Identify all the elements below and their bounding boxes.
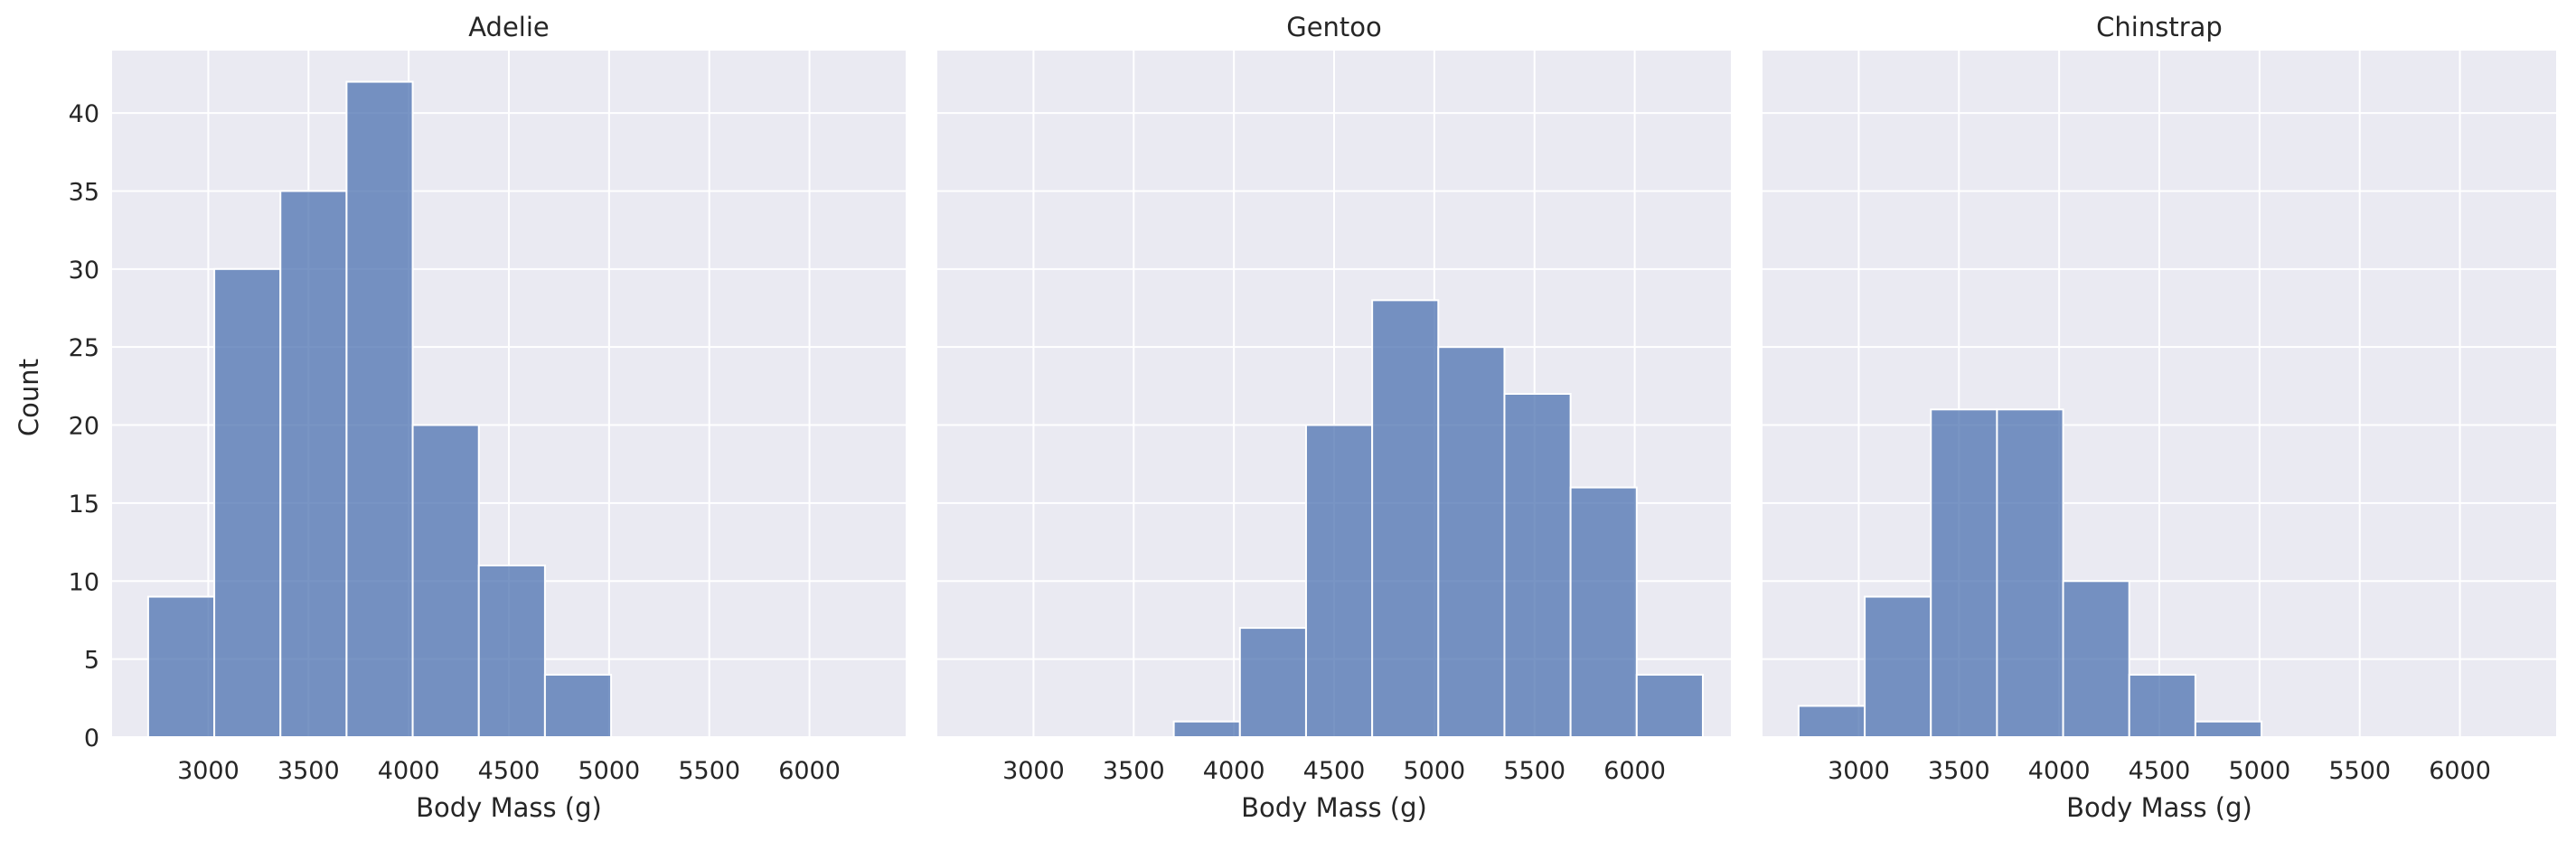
x-tick-label: 3500 [277, 757, 340, 785]
y-tick-label: 30 [69, 257, 99, 285]
histogram-bar [411, 424, 480, 738]
x-tick-label: 4000 [1203, 757, 1265, 785]
x-tick-label: 4500 [2129, 757, 2191, 785]
x-tick-label: 5000 [2228, 757, 2290, 785]
histogram-bar [279, 190, 348, 739]
x-tick-label: 3000 [1828, 757, 1890, 785]
x-tick-label: 3000 [177, 757, 240, 785]
x-tick-label: 5000 [578, 757, 640, 785]
y-tick-label: 0 [84, 724, 99, 752]
histogram-bar [1635, 673, 1704, 739]
y-tick-label: 20 [69, 413, 99, 441]
facet-title: Chinstrap [2096, 12, 2223, 42]
histogram-bar [2128, 673, 2196, 739]
histogram-bar [146, 595, 216, 739]
histogram-bar [2194, 720, 2263, 739]
x-tick-label: 5000 [1403, 757, 1465, 785]
y-tick-label: 5 [84, 647, 99, 675]
histogram-bar [1503, 393, 1572, 738]
histogram-bar [1864, 595, 1932, 739]
x-tick-label: 3000 [1002, 757, 1065, 785]
facet-title: Adelie [468, 12, 550, 42]
histogram-bar [1172, 720, 1241, 739]
x-tick-label: 4500 [1303, 757, 1366, 785]
x-tick-label: 5500 [2328, 757, 2391, 785]
x-axis-label: Body Mass (g) [416, 792, 602, 823]
histogram-bar [213, 267, 282, 738]
histogram-bar [1996, 408, 2064, 738]
x-tick-label: 6000 [778, 757, 841, 785]
y-tick-label: 25 [69, 334, 99, 362]
facet-panel-chinstrap: 3000 3500 4000 4500 5000 5500 6000 Body Mass (g… [1763, 12, 2556, 823]
y-axis-label: Count [14, 359, 44, 436]
x-tick-label: 4000 [378, 757, 440, 785]
histogram-bar [2062, 580, 2130, 738]
y-tick-label: 15 [69, 491, 99, 519]
x-tick-label: 3500 [1103, 757, 1165, 785]
x-tick-label: 6000 [2429, 757, 2491, 785]
x-tick-label: 5500 [1503, 757, 1565, 785]
histogram-bar [345, 80, 414, 738]
x-tick-label: 6000 [1603, 757, 1666, 785]
histogram-bar [1569, 486, 1638, 738]
facet-panel-adelie: 3000 3500 4000 4500 5000 5500 6000 Body Mass (g… [69, 12, 906, 823]
y-tick-label: 35 [69, 178, 99, 206]
histogram-bar [1437, 346, 1506, 738]
histogram-bar [1304, 424, 1374, 738]
histogram-bar [543, 673, 613, 739]
x-tick-label: 4000 [2028, 757, 2091, 785]
x-tick-label: 5500 [678, 757, 740, 785]
x-tick-label: 4500 [478, 757, 541, 785]
histogram-bar [1930, 408, 1998, 738]
facet-title: Gentoo [1286, 12, 1382, 42]
histogram-bar [1797, 705, 1866, 738]
histogram-bar [1371, 299, 1440, 738]
y-tick-label: 10 [69, 568, 99, 596]
facet-panel-gentoo: 3000 3500 4000 4500 5000 5500 6000 Body Mass (g… [937, 12, 1731, 823]
x-tick-label: 3500 [1928, 757, 1990, 785]
y-tick-label: 40 [69, 100, 99, 128]
x-axis-label: Body Mass (g) [1241, 792, 1427, 823]
histogram-bar [477, 565, 546, 738]
histogram-bar [1238, 627, 1307, 738]
x-axis-label: Body Mass (g) [2066, 792, 2252, 823]
